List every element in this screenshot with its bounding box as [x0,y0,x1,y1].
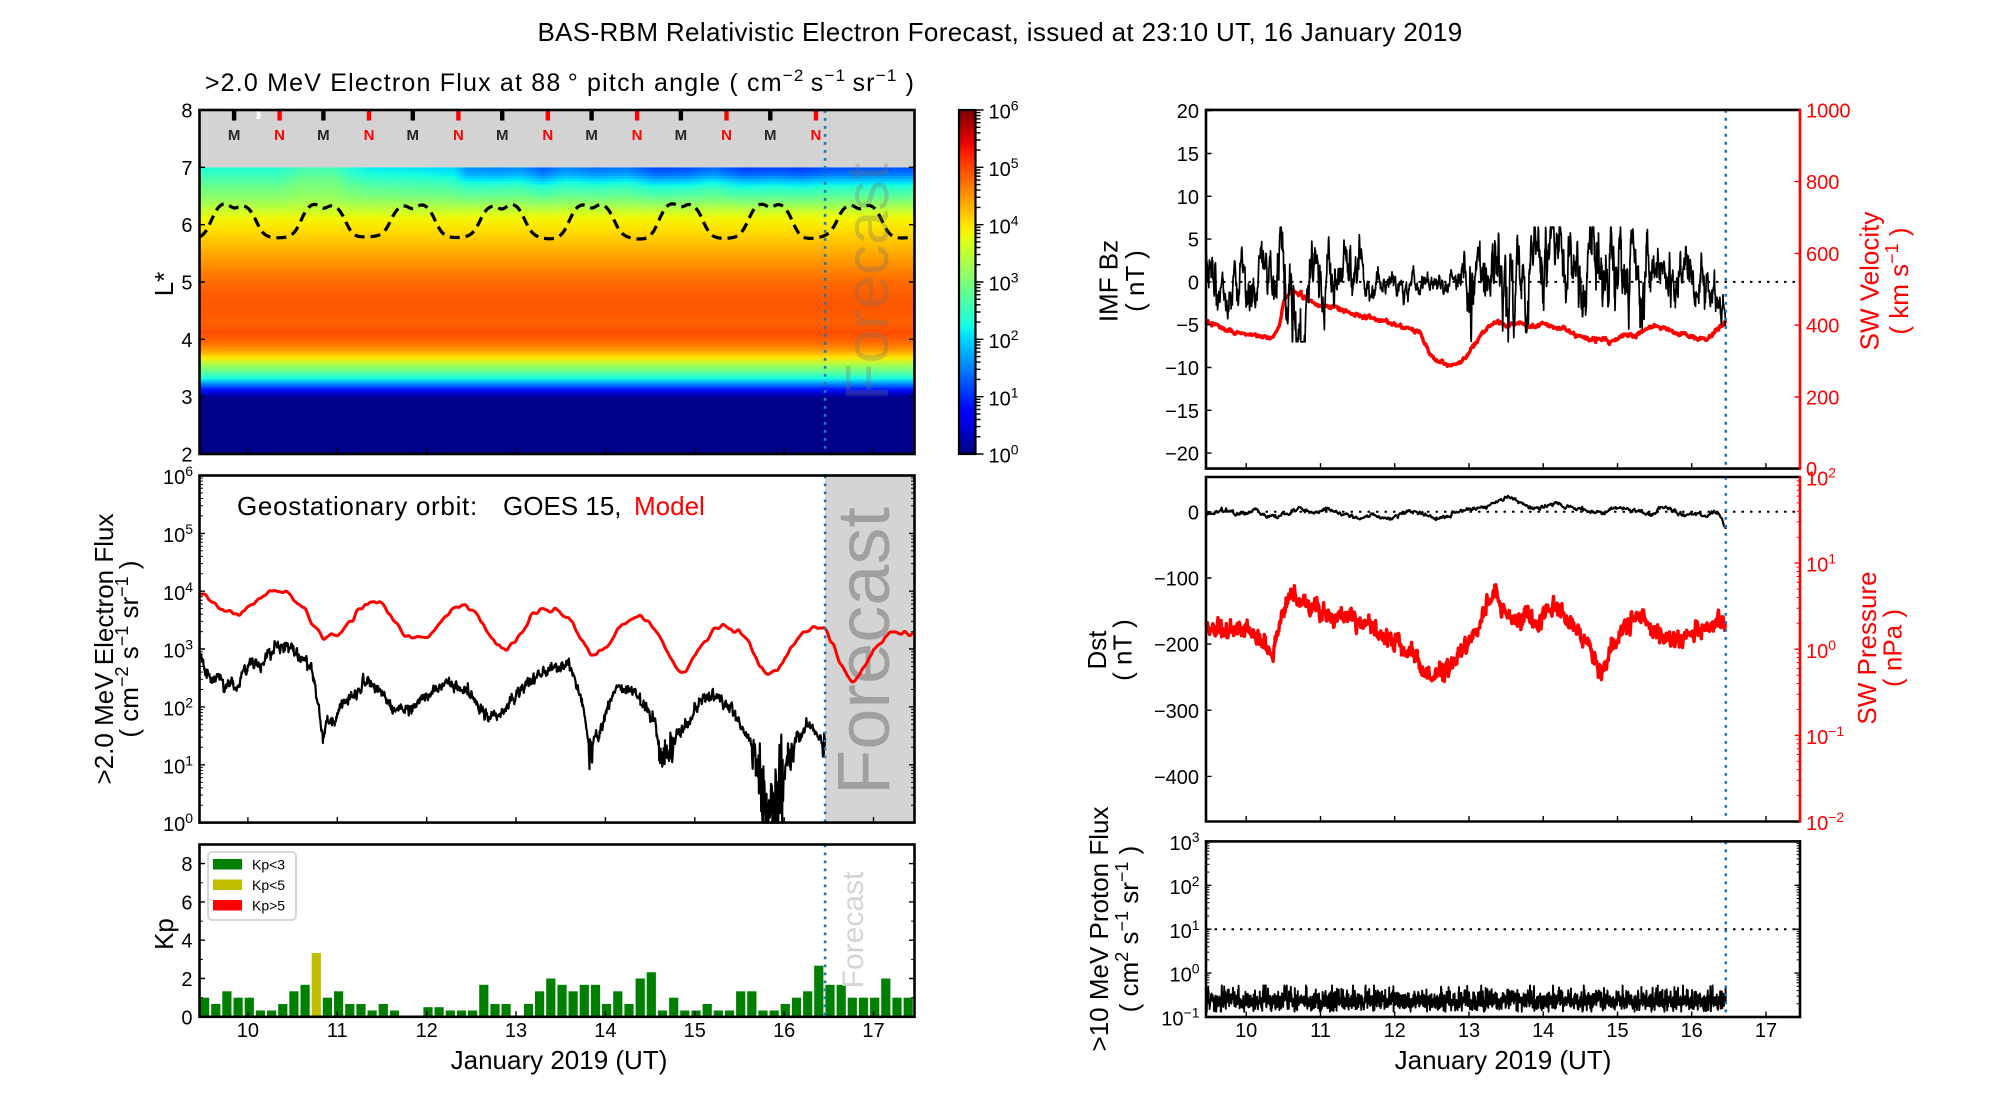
svg-text:−300: −300 [1154,701,1199,723]
svg-text:4: 4 [181,931,192,953]
svg-text:2: 2 [181,969,192,991]
svg-text:5: 5 [1188,230,1199,252]
svg-text:0: 0 [1188,502,1199,524]
svg-text:( nT ): ( nT ) [1108,619,1138,681]
svg-text:10−1: 10−1 [1161,1005,1199,1031]
svg-text:0: 0 [1188,272,1199,294]
svg-text:M: M [585,127,598,144]
svg-text:15: 15 [684,1020,706,1042]
svg-text:( nPa ): ( nPa ) [1878,609,1908,687]
svg-text:N: N [721,127,732,144]
svg-text:Forecast: Forecast [833,163,901,400]
svg-text:0: 0 [181,1007,192,1029]
svg-text:17: 17 [1755,1020,1777,1042]
svg-text:11: 11 [1310,1020,1331,1042]
svg-text:6: 6 [181,215,192,237]
svg-text:M: M [317,127,330,144]
svg-text:15: 15 [1177,144,1199,166]
svg-text:Kp<5: Kp<5 [252,877,285,893]
svg-text:>2.0 MeV Electron Flux at 88 °: >2.0 MeV Electron Flux at 88 ° pitch ang… [205,66,915,97]
svg-text:Kp<3: Kp<3 [252,857,285,873]
svg-text:>10 MeV Proton Flux: >10 MeV Proton Flux [1084,807,1114,1052]
svg-text:10: 10 [1177,187,1199,209]
svg-text:−20: −20 [1165,444,1199,466]
svg-text:1000: 1000 [1806,100,1851,122]
svg-text:12: 12 [416,1020,438,1042]
svg-text:10: 10 [237,1020,259,1042]
svg-text:M: M [764,127,777,144]
svg-text:5: 5 [181,273,192,295]
svg-text:Dst: Dst [1082,630,1112,670]
svg-text:Geostationary orbit:: Geostationary orbit: [237,491,478,521]
svg-text:400: 400 [1806,316,1839,338]
svg-text:−400: −400 [1154,767,1199,789]
svg-text:14: 14 [594,1020,616,1042]
svg-text:Forecast: Forecast [837,871,870,988]
svg-text:L*: L* [149,272,179,297]
svg-text:200: 200 [1806,387,1839,409]
svg-text:M: M [675,127,688,144]
svg-text:−200: −200 [1154,635,1199,657]
svg-text:GOES 15,: GOES 15, [503,491,622,521]
svg-text:−10: −10 [1165,358,1199,380]
svg-text:SW Pressure: SW Pressure [1852,571,1882,724]
svg-text:−5: −5 [1176,315,1199,337]
svg-text:Kp: Kp [149,918,179,950]
svg-text:106: 106 [163,463,193,489]
svg-text:13: 13 [505,1020,527,1042]
svg-text:20: 20 [1177,101,1199,123]
svg-text:0: 0 [1806,459,1817,481]
svg-text:N: N [810,127,821,144]
svg-text:−100: −100 [1154,569,1199,591]
svg-text:16: 16 [1681,1020,1703,1042]
svg-text:17: 17 [862,1020,884,1042]
svg-text:M: M [407,127,420,144]
svg-text:SW Velocity: SW Velocity [1855,212,1885,351]
svg-text:2: 2 [181,445,192,467]
svg-text:4: 4 [181,330,192,352]
svg-text:N: N [453,127,464,144]
svg-text:15: 15 [1606,1020,1628,1042]
svg-text:M: M [228,127,241,144]
svg-text:103: 103 [989,270,1019,296]
svg-text:102: 102 [163,695,193,721]
svg-text:BAS-RBM Relativistic Electron: BAS-RBM Relativistic Electron Forecast, … [537,17,1462,47]
svg-text:Kp>5: Kp>5 [252,898,285,914]
svg-text:( km s−1 ): ( km s−1 ) [1882,227,1914,334]
svg-text:IMF Bz: IMF Bz [1094,240,1124,322]
svg-text:12: 12 [1384,1020,1406,1042]
svg-text:N: N [274,127,285,144]
svg-text:600: 600 [1806,244,1839,266]
svg-text:>2.0 MeV Electron Flux: >2.0 MeV Electron Flux [89,514,119,785]
svg-text:16: 16 [773,1020,795,1042]
svg-text:14: 14 [1532,1020,1554,1042]
svg-text:8: 8 [181,101,192,123]
svg-text:N: N [364,127,375,144]
svg-text:10−2: 10−2 [1806,809,1844,835]
svg-text:6: 6 [181,892,192,914]
svg-text:N: N [632,127,643,144]
svg-text:( nT ): ( nT ) [1120,250,1150,312]
svg-text:( cm−2 s−1 sr−1 ): ( cm−2 s−1 sr−1 ) [112,560,144,737]
svg-text:3: 3 [181,387,192,409]
svg-text:N: N [542,127,553,144]
svg-text:Model: Model [634,491,705,521]
svg-text:January 2019 (UT): January 2019 (UT) [1395,1045,1612,1075]
svg-text:10: 10 [1235,1020,1257,1042]
svg-text:11: 11 [327,1020,348,1042]
svg-text:7: 7 [181,158,192,180]
svg-text:800: 800 [1806,172,1839,194]
svg-text:8: 8 [181,854,192,876]
svg-text:13: 13 [1458,1020,1480,1042]
svg-text:−15: −15 [1165,401,1199,423]
svg-text:M: M [496,127,509,144]
svg-text:January 2019 (UT): January 2019 (UT) [451,1045,668,1075]
